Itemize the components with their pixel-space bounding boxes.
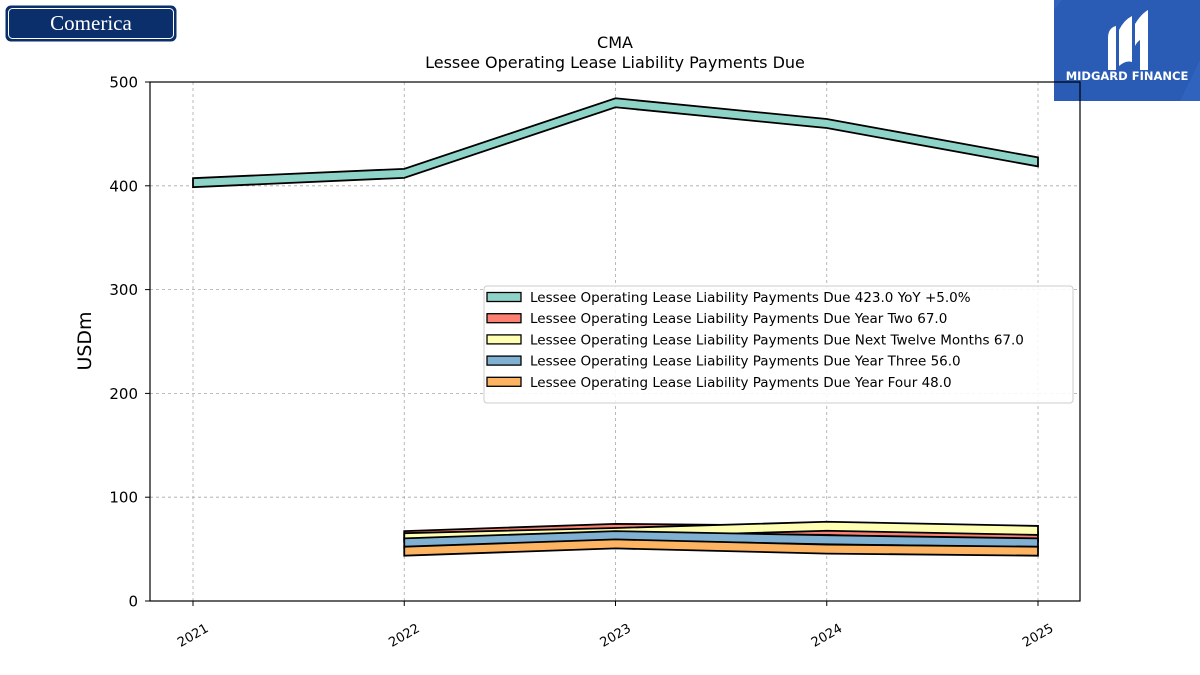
legend-swatch-2 [486, 334, 522, 345]
y-axis: 0 100 200 300 400 500 [109, 74, 150, 611]
x-axis: 2021 2022 2023 2024 2025 [175, 601, 1056, 651]
chart-title: CMA [597, 33, 633, 52]
legend-box [483, 285, 1074, 404]
legend-label-2: Lessee Operating Lease Liability Payment… [530, 332, 1024, 348]
legend-label-4: Lessee Operating Lease Liability Payment… [530, 375, 952, 391]
y-tick-label: 400 [109, 177, 138, 195]
legend: Lessee Operating Lease Liability Payment… [483, 285, 1074, 404]
y-tick-label: 0 [128, 593, 138, 611]
x-tick-label: 2022 [386, 621, 422, 651]
midgard-monogram-icon [1108, 10, 1148, 70]
legend-swatch-0 [486, 291, 522, 303]
legend-swatch-1 [486, 313, 522, 324]
y-tick-label: 300 [109, 281, 138, 299]
comerica-logo: Comerica [5, 5, 177, 42]
series-band-4 [403, 538, 1039, 557]
y-axis-label: USDm [74, 311, 96, 370]
y-tick-label: 500 [109, 74, 138, 92]
y-tick-label: 100 [109, 489, 138, 507]
series-band-0 [192, 97, 1039, 189]
x-tick-label: 2023 [598, 621, 634, 651]
legend-swatch-3 [486, 355, 522, 366]
x-tick-label: 2021 [175, 621, 211, 651]
x-tick-label: 2024 [809, 621, 845, 651]
legend-swatch-4 [486, 376, 522, 387]
x-tick-label: 2025 [1020, 621, 1056, 651]
comerica-logo-text: Comerica [50, 11, 132, 35]
y-tick-label: 200 [109, 385, 138, 403]
chart-subtitle: Lessee Operating Lease Liability Payment… [425, 53, 805, 72]
legend-label-3: Lessee Operating Lease Liability Payment… [530, 354, 961, 370]
legend-label-0: Lessee Operating Lease Liability Payment… [530, 290, 971, 306]
series-group [192, 97, 1039, 557]
midgard-logo-text: MIDGARD FINANCE [1066, 69, 1189, 83]
legend-label-1: Lessee Operating Lease Liability Payment… [530, 311, 947, 327]
midgard-finance-logo: MIDGARD FINANCE [1054, 0, 1200, 101]
